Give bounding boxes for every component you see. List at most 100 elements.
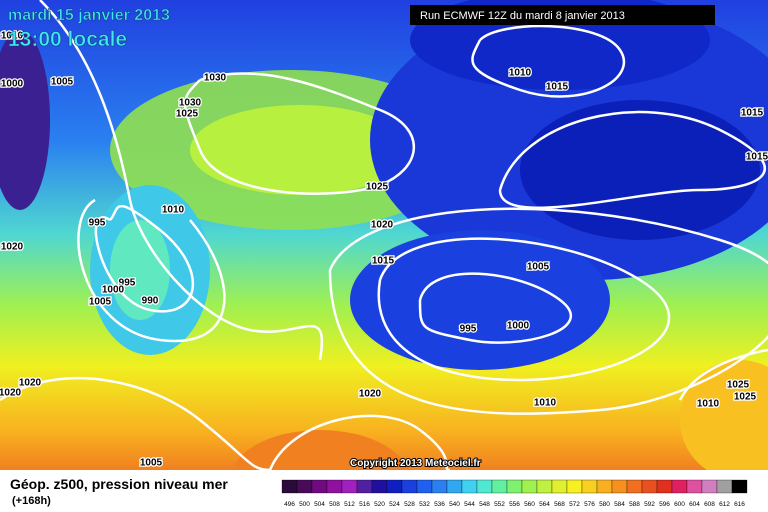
legend-label: 520 [374,501,385,508]
legend-label: 568 [554,501,565,508]
legend-label: 528 [404,501,415,508]
isobar-label: 995 [119,278,136,289]
isobar-label: 1010 [509,68,532,79]
legend-label: 612 [719,501,730,508]
isobar-label: 1025 [176,109,199,120]
isobar-label: 1005 [140,458,163,469]
legend-swatch [356,479,373,494]
isobar-label: 1010 [1,31,24,42]
isobar-label: 1030 [204,73,227,84]
legend-label: 560 [524,501,535,508]
legend-label: 608 [704,501,715,508]
legend-swatch [521,479,538,494]
legend-swatch [716,479,733,494]
isobar-label: 1015 [746,152,768,163]
isobars [0,0,768,470]
isobar-label: 1025 [727,380,750,391]
legend-swatch [281,479,298,494]
legend-swatch [626,479,643,494]
legend-swatch [731,479,748,494]
legend-label: 516 [359,501,370,508]
legend-label: 564 [539,501,550,508]
legend-label: 512 [344,501,355,508]
legend-label: 532 [419,501,430,508]
legend-swatch [491,479,508,494]
run: Run ECMWF 12Z du mardi 8 janvier 2013 [420,10,625,22]
isobar-label: 1020 [359,389,382,400]
legend-label: 576 [584,501,595,508]
legend-swatch [386,479,403,494]
legend-swatch [656,479,673,494]
legend-label: 524 [389,501,400,508]
legend-swatch [326,479,343,494]
legend-swatch [641,479,658,494]
legend-swatch [701,479,718,494]
legend-label: 548 [479,501,490,508]
isobar-label: 1010 [534,398,557,409]
legend-label: 580 [599,501,610,508]
legend-label: 552 [494,501,505,508]
legend-swatch [296,479,313,494]
legend-swatch [581,479,598,494]
legend-swatch [311,479,328,494]
isobar-label: 1000 [102,285,125,296]
isobar-label: 1025 [734,392,757,403]
legend-swatch [461,479,478,494]
isobar-label: 1005 [527,262,550,273]
isobar-label: 1020 [0,388,22,399]
isobar-label: 990 [142,296,159,307]
isobar-label: 1030 [179,98,202,109]
legend-label: 556 [509,501,520,508]
legend-swatch [566,479,583,494]
legend-swatch [341,479,358,494]
isobar-label: 995 [89,218,106,229]
lead-time: (+168h) [12,495,51,507]
isobar-label: 1020 [371,220,394,231]
legend-label: 600 [674,501,685,508]
legend-swatch [611,479,628,494]
footer-title: Géop. z500, pression niveau mer [10,476,228,492]
legend-label: 604 [689,501,700,508]
legend-swatch [401,479,418,494]
isobar-label: 1005 [51,77,74,88]
copyright: Copyright 2013 Meteociel.fr [350,458,481,469]
isobar-label: 1025 [366,182,389,193]
legend-swatch [536,479,553,494]
legend-swatch [506,479,523,494]
legend-swatch [476,479,493,494]
isobar-label: 1015 [741,108,764,119]
isobar-label: 1015 [546,82,569,93]
isobar-label: 1010 [162,205,185,216]
isobar-label: 1000 [1,79,24,90]
legend-label: 496 [284,501,295,508]
legend-label: 536 [434,501,445,508]
legend-label: 596 [659,501,670,508]
legend-swatch [431,479,448,494]
legend-label: 540 [449,501,460,508]
legend-label: 584 [614,501,625,508]
legend-swatch [371,479,388,494]
isobar-label: 1005 [89,297,112,308]
legend-swatch [551,479,568,494]
isobar-label: 1015 [372,256,395,267]
legend-label: 504 [314,501,325,508]
legend-label: 544 [464,501,475,508]
legend-swatch [446,479,463,494]
legend-label: 592 [644,501,655,508]
legend-swatch [596,479,613,494]
date: mardi 15 janvier 2013 [8,7,170,24]
isobar-label: 1010 [697,399,720,410]
isobar-label: 1000 [507,321,530,332]
run-box [410,5,715,25]
legend-swatch [671,479,688,494]
legend-label: 500 [299,501,310,508]
legend-label: 508 [329,501,340,508]
isobar-label: 995 [460,324,477,335]
time: 13:00 locale [8,28,127,51]
legend-label: 616 [734,501,745,508]
legend-label: 588 [629,501,640,508]
color-legend: 496 500 504 508 512 516 520 524 528 532 536 540 544 5… [281,479,748,508]
legend-swatch [686,479,703,494]
